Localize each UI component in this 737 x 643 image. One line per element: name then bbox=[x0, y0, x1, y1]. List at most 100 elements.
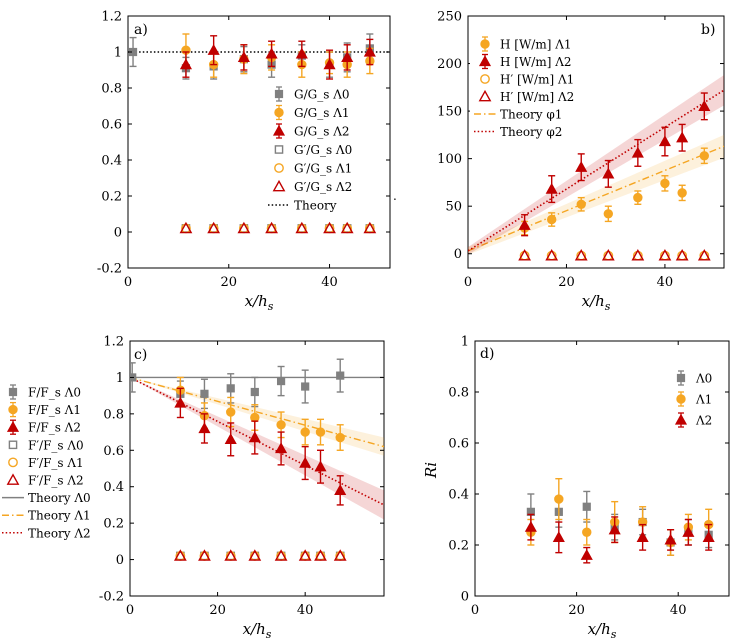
legend-entry: G/G_s Λ1 bbox=[274, 104, 350, 121]
data-point bbox=[698, 100, 711, 111]
panel-b-marks bbox=[468, 74, 724, 261]
data-point bbox=[601, 248, 615, 261]
legend-background bbox=[666, 365, 722, 437]
legend-marker bbox=[6, 420, 20, 432]
y-tick-label: 150 bbox=[437, 105, 462, 120]
panel-c-xlabel: x/hs bbox=[243, 620, 272, 641]
theory-band bbox=[130, 377, 384, 520]
legend-marker bbox=[6, 473, 20, 485]
panel-d-ticks: 0 20 40 0 0.2 0.4 0.6 0.8 1 bbox=[448, 335, 729, 618]
data-point bbox=[314, 460, 327, 472]
x-tick-label: 40 bbox=[297, 603, 314, 618]
data-point bbox=[676, 131, 689, 143]
data-point bbox=[298, 549, 312, 561]
y-tick-label: 200 bbox=[437, 57, 462, 72]
y-tick-label: 0 bbox=[461, 590, 469, 605]
data-point bbox=[226, 407, 236, 417]
data-point bbox=[636, 531, 649, 543]
data-point bbox=[631, 248, 645, 261]
y-tick-label: 0 bbox=[454, 247, 462, 262]
legend-entry: F/F_s Λ2 bbox=[6, 419, 81, 435]
legend-label: G/G_s Λ1 bbox=[294, 106, 350, 120]
data-point bbox=[554, 494, 564, 504]
legend-entry: F′/F_s Λ1 bbox=[8, 456, 84, 470]
data-point bbox=[518, 248, 532, 261]
panel-c-axes-box bbox=[129, 340, 385, 597]
legend-entry: Theory bbox=[268, 199, 337, 213]
data-point bbox=[545, 248, 559, 261]
legend-label: G′/G_s Λ0 bbox=[294, 143, 352, 157]
data-point bbox=[552, 531, 565, 543]
y-tick-label: 0.2 bbox=[448, 539, 469, 554]
data-point bbox=[276, 376, 286, 386]
legend-label: Theory φ1 bbox=[500, 108, 562, 122]
y-tick-label: 0.8 bbox=[103, 407, 124, 422]
legend-marker bbox=[274, 163, 284, 173]
legend-entry: Λ0 bbox=[676, 370, 712, 386]
legend-marker bbox=[478, 89, 492, 102]
legend-entry: Theory φ2 bbox=[474, 125, 562, 139]
data-point bbox=[633, 192, 643, 203]
x-tick-label: 20 bbox=[220, 275, 237, 290]
data-point bbox=[200, 389, 209, 398]
data-point bbox=[300, 427, 310, 437]
data-point bbox=[340, 221, 354, 234]
data-point bbox=[699, 151, 710, 161]
x-tick-label: 0 bbox=[124, 275, 132, 290]
data-point bbox=[574, 248, 588, 261]
legend-entry: G′/G_s Λ0 bbox=[274, 143, 352, 157]
data-point bbox=[207, 43, 220, 55]
data-point bbox=[545, 182, 558, 194]
legend-marker bbox=[8, 404, 18, 415]
data-point bbox=[675, 248, 689, 261]
data-point bbox=[333, 549, 347, 561]
data-point bbox=[276, 420, 286, 430]
panel-a-plot-area bbox=[128, 33, 390, 234]
series-s_c2 bbox=[174, 387, 347, 506]
data-point bbox=[179, 221, 193, 234]
data-point bbox=[334, 484, 347, 496]
legend-label: H [W/m] Λ1 bbox=[500, 38, 572, 52]
data-point bbox=[658, 135, 671, 147]
series-s_a2 bbox=[179, 35, 376, 80]
series-s_b1 bbox=[519, 147, 710, 236]
stray-dot: . bbox=[393, 189, 397, 203]
data-point bbox=[660, 178, 670, 189]
legend-label: H′ [W/m] Λ1 bbox=[500, 73, 574, 87]
legend-entry: F′/F_s Λ0 bbox=[8, 438, 84, 452]
legend-label: Theory Λ1 bbox=[28, 509, 91, 523]
panel-d-label: d) bbox=[480, 346, 494, 362]
legend-label: G′/G_s Λ1 bbox=[294, 162, 352, 176]
x-tick-label: 40 bbox=[670, 603, 687, 618]
data-point bbox=[275, 442, 288, 454]
data-point bbox=[295, 47, 308, 59]
data-point bbox=[603, 209, 614, 219]
panel-a-legend: G/G_s Λ0 G/G_s Λ1 G/G_s Λ2 G′/G_s Λ0 G′/G_s … bbox=[264, 82, 380, 221]
y-tick-label: 0 bbox=[114, 226, 122, 241]
series-s_ap2 bbox=[179, 221, 377, 234]
x-tick-label: 0 bbox=[471, 603, 479, 618]
data-point bbox=[207, 221, 221, 234]
legend-marker bbox=[272, 124, 286, 136]
data-point bbox=[250, 387, 259, 397]
legend-marker bbox=[480, 39, 490, 49]
legend-background bbox=[470, 33, 590, 147]
y-tick-label: 1.2 bbox=[103, 335, 124, 350]
y-tick-label: -0.2 bbox=[97, 262, 122, 277]
legend-label: H [W/m] Λ2 bbox=[500, 55, 572, 69]
data-point bbox=[265, 47, 278, 59]
legend-label: F/F_s Λ0 bbox=[28, 386, 81, 400]
y-tick-label: 1 bbox=[461, 335, 469, 350]
panel-a-marks bbox=[128, 33, 390, 234]
y-tick-label: 100 bbox=[437, 152, 462, 167]
data-point bbox=[363, 45, 376, 57]
data-point bbox=[697, 248, 711, 261]
x-tick-label: 20 bbox=[558, 275, 575, 290]
y-tick-label: 1 bbox=[114, 46, 122, 61]
x-tick-label: 0 bbox=[126, 603, 134, 618]
data-point bbox=[546, 214, 557, 225]
legend-label: G/G_s Λ0 bbox=[294, 88, 350, 102]
data-point bbox=[336, 371, 345, 380]
legend-entry: F/F_s Λ0 bbox=[8, 384, 81, 400]
